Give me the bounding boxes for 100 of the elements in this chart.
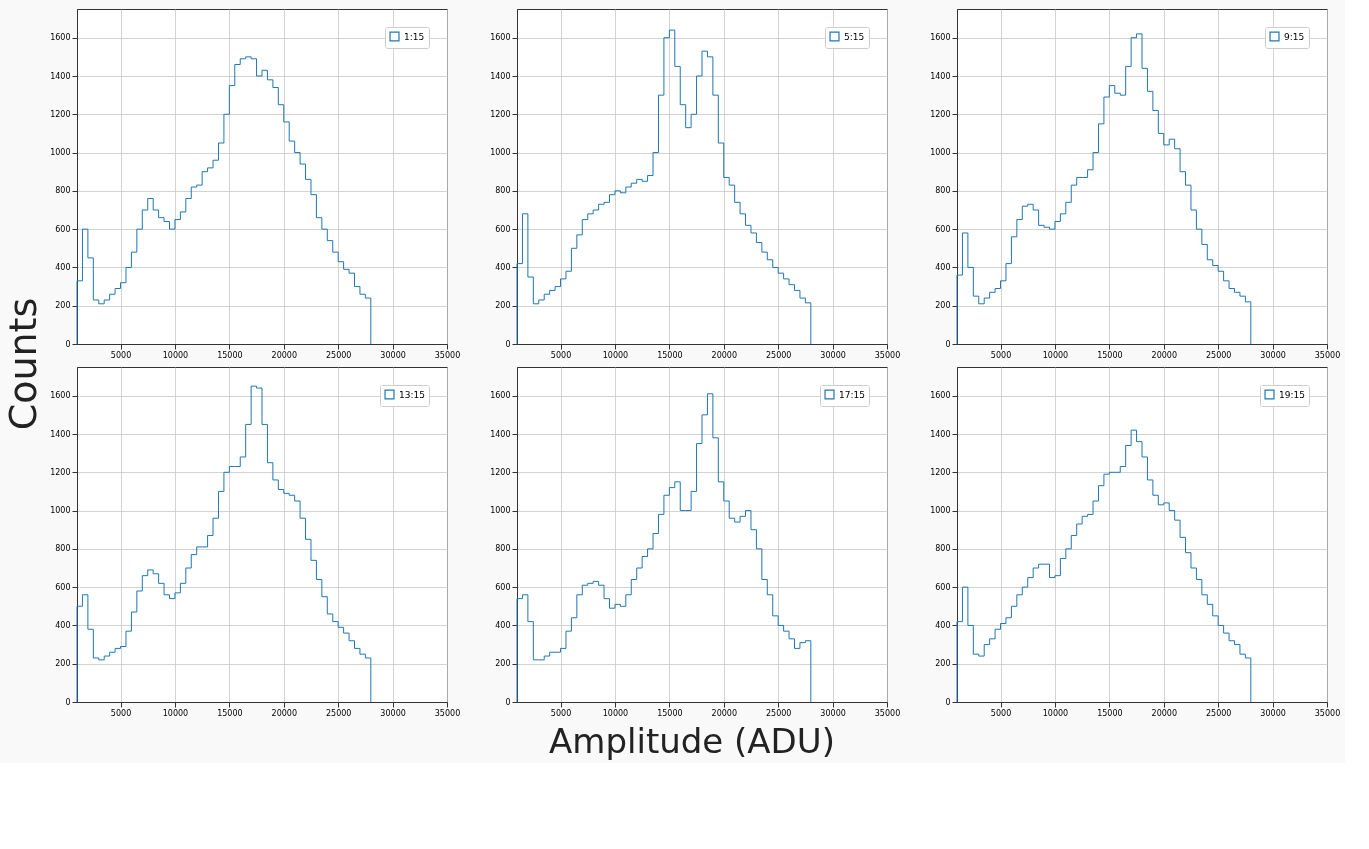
y-tick-label: 1200 [490, 109, 511, 119]
y-tick-label: 400 [55, 620, 71, 630]
y-tick-label: 800 [935, 186, 951, 196]
y-tick-label: 1600 [490, 391, 511, 401]
x-tick-label: 10000 [602, 350, 629, 360]
legend-label: 1:15 [404, 31, 425, 42]
x-tick-label: 35000 [874, 708, 901, 718]
y-tick-label: 600 [495, 582, 511, 592]
x-tick-label: 10000 [1042, 708, 1069, 718]
x-tick-label: 30000 [380, 708, 406, 718]
y-tick-label: 800 [55, 186, 71, 196]
x-tick-label: 35000 [874, 350, 901, 360]
y-tick-label: 600 [55, 582, 71, 592]
y-tick-label: 1600 [50, 33, 71, 43]
y-tick-label: 1200 [930, 109, 951, 119]
y-tick-label: 1000 [50, 506, 71, 516]
x-tick-label: 30000 [820, 708, 846, 718]
x-tick-label: 35000 [1314, 708, 1341, 718]
x-tick-label: 20000 [711, 708, 737, 718]
x-tick-label: 25000 [1205, 350, 1232, 360]
y-tick-label: 1600 [930, 391, 951, 401]
y-tick-label: 0 [65, 339, 71, 349]
y-tick-label: 1400 [490, 429, 511, 439]
y-tick-label: 1600 [50, 391, 71, 401]
y-tick-label: 400 [495, 262, 511, 272]
legend-label: 9:15 [1284, 31, 1305, 42]
x-tick-label: 30000 [380, 350, 406, 360]
y-tick-label: 800 [495, 186, 511, 196]
y-tick-label: 200 [935, 301, 951, 311]
y-tick-label: 1400 [50, 71, 71, 81]
x-tick-label: 10000 [162, 350, 189, 360]
y-tick-label: 800 [935, 544, 951, 554]
y-tick-label: 200 [55, 301, 71, 311]
x-tick-label: 5000 [990, 350, 1012, 360]
y-tick-label: 0 [505, 339, 511, 349]
y-tick-label: 200 [935, 659, 951, 669]
legend-label: 19:15 [1279, 389, 1305, 400]
x-tick-label: 5000 [110, 350, 132, 360]
x-tick-label: 5000 [990, 708, 1012, 718]
x-tick-label: 5000 [550, 350, 572, 360]
y-tick-label: 600 [935, 224, 951, 234]
y-tick-label: 1400 [930, 71, 951, 81]
y-tick-label: 0 [65, 697, 71, 707]
y-tick-label: 1000 [930, 148, 951, 158]
y-tick-label: 0 [505, 697, 511, 707]
y-tick-label: 1200 [930, 467, 951, 477]
y-tick-label: 1400 [50, 429, 71, 439]
y-tick-label: 600 [935, 582, 951, 592]
y-tick-label: 1400 [490, 71, 511, 81]
x-tick-label: 20000 [1151, 708, 1177, 718]
y-tick-label: 800 [495, 544, 511, 554]
legend-label: 13:15 [399, 389, 425, 400]
x-tick-label: 35000 [434, 708, 461, 718]
x-tick-label: 5000 [550, 708, 572, 718]
x-tick-label: 25000 [765, 708, 792, 718]
x-tick-label: 15000 [657, 350, 683, 360]
x-tick-label: 15000 [657, 708, 683, 718]
x-tick-label: 10000 [162, 708, 189, 718]
x-tick-label: 30000 [1260, 350, 1286, 360]
y-tick-label: 200 [495, 301, 511, 311]
legend-label: 17:15 [839, 389, 865, 400]
y-tick-label: 1000 [930, 506, 951, 516]
x-tick-label: 15000 [217, 350, 243, 360]
x-tick-label: 15000 [217, 708, 243, 718]
y-tick-label: 400 [935, 262, 951, 272]
x-axis-title: Amplitude (ADU) [549, 721, 835, 761]
x-tick-label: 35000 [1314, 350, 1341, 360]
x-tick-label: 35000 [434, 350, 461, 360]
y-tick-label: 1000 [490, 506, 511, 516]
y-tick-label: 1600 [930, 33, 951, 43]
y-tick-label: 1200 [490, 467, 511, 477]
x-tick-label: 20000 [1151, 350, 1177, 360]
y-tick-label: 400 [935, 620, 951, 630]
x-tick-label: 20000 [271, 708, 297, 718]
x-tick-label: 25000 [325, 350, 352, 360]
y-tick-label: 0 [945, 697, 951, 707]
x-tick-label: 20000 [711, 350, 737, 360]
x-tick-label: 15000 [1097, 350, 1123, 360]
legend-label: 5:15 [844, 31, 865, 42]
y-tick-label: 600 [495, 224, 511, 234]
y-tick-label: 1200 [50, 109, 71, 119]
y-tick-label: 1000 [490, 148, 511, 158]
y-tick-label: 800 [55, 544, 71, 554]
y-axis-title: Counts [1, 297, 45, 431]
y-tick-label: 1000 [50, 148, 71, 158]
x-tick-label: 25000 [1205, 708, 1232, 718]
y-tick-label: 0 [945, 339, 951, 349]
x-tick-label: 25000 [325, 708, 352, 718]
x-tick-label: 25000 [765, 350, 792, 360]
x-tick-label: 30000 [820, 350, 846, 360]
x-tick-label: 10000 [602, 708, 629, 718]
x-tick-label: 10000 [1042, 350, 1069, 360]
x-tick-label: 20000 [271, 350, 297, 360]
x-tick-label: 15000 [1097, 708, 1123, 718]
y-tick-label: 600 [55, 224, 71, 234]
y-tick-label: 400 [495, 620, 511, 630]
y-tick-label: 200 [495, 659, 511, 669]
y-tick-label: 1400 [930, 429, 951, 439]
y-tick-label: 400 [55, 262, 71, 272]
x-tick-label: 5000 [110, 708, 132, 718]
